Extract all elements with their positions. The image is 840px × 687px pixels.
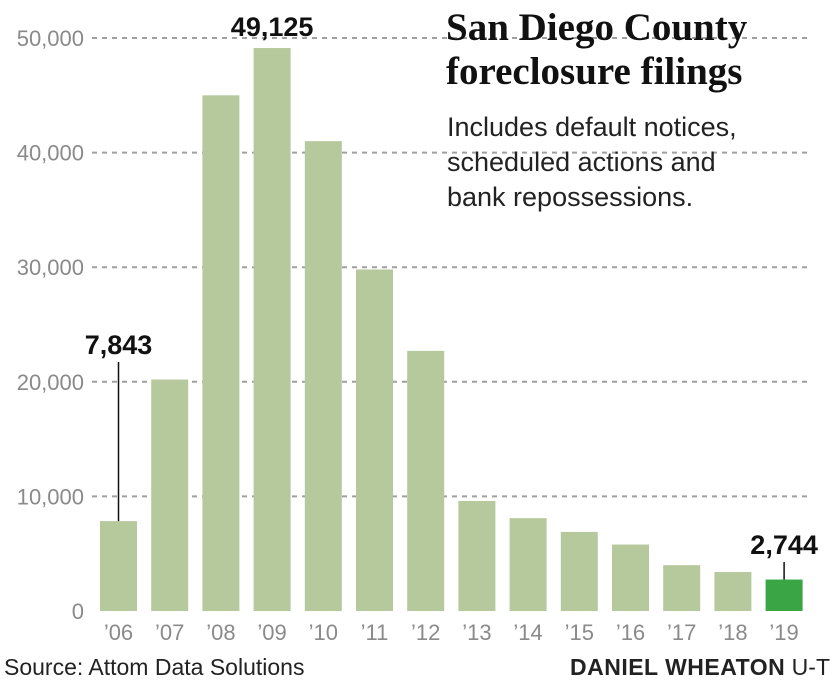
y-tick-label-0: 0 <box>72 599 84 624</box>
x-tick-label-09: ’09 <box>257 620 286 645</box>
bar-06 <box>100 521 137 611</box>
source-note: Source: Attom Data Solutions <box>4 654 305 680</box>
x-tick-label-14: ’14 <box>513 620 542 645</box>
data-labels: 7,843 49,125 2,744 <box>85 12 818 580</box>
chart-subtitle: Includes default notices, scheduled acti… <box>447 110 737 215</box>
bar-18 <box>714 572 752 611</box>
bar-12 <box>407 350 445 611</box>
credit: DANIEL WHEATON U-T <box>570 654 830 681</box>
data-label-09: 49,125 <box>231 12 314 42</box>
credit-org: U-T <box>785 654 830 680</box>
bar-19 <box>765 579 803 611</box>
x-tick-label-07: ’07 <box>155 620 184 645</box>
bars <box>100 48 803 612</box>
chart-title-line-2: foreclosure filings <box>446 50 743 93</box>
y-tick-label-20000: 20,000 <box>17 370 84 395</box>
x-tick-label-11: ’11 <box>361 620 389 645</box>
bar-15 <box>560 531 598 611</box>
bar-17 <box>663 565 701 611</box>
bar-10 <box>304 141 342 611</box>
data-label-19: 2,744 <box>750 530 818 560</box>
bar-09 <box>253 48 291 611</box>
x-tick-label-18: ’18 <box>718 620 747 645</box>
chart-subtitle-line-2: scheduled actions and <box>447 147 716 177</box>
x-tick-label-15: ’15 <box>565 620 594 645</box>
y-axis-ticks: 0 10,000 20,000 30,000 40,000 50,000 <box>17 26 84 624</box>
credit-name: DANIEL WHEATON <box>570 654 786 680</box>
y-tick-label-40000: 40,000 <box>17 141 84 166</box>
data-label-06: 7,843 <box>85 330 153 360</box>
x-tick-label-13: ’13 <box>462 620 491 645</box>
x-tick-label-06: ’06 <box>104 620 133 645</box>
bar-07 <box>151 379 189 611</box>
chart-subtitle-line-3: bank repossessions. <box>447 182 694 212</box>
y-tick-label-50000: 50,000 <box>17 26 84 51</box>
bar-16 <box>612 544 649 611</box>
gridlines <box>92 37 810 498</box>
x-tick-label-10: ’10 <box>309 620 338 645</box>
x-tick-label-17: ’17 <box>667 620 696 645</box>
bar-13 <box>458 500 496 611</box>
bar-14 <box>509 518 547 611</box>
y-tick-label-10000: 10,000 <box>17 484 84 509</box>
chart-title-line-1: San Diego County <box>446 6 748 49</box>
x-tick-label-16: ’16 <box>616 620 645 645</box>
y-tick-label-30000: 30,000 <box>17 255 84 280</box>
chart-title: San Diego County foreclosure filings <box>446 6 747 94</box>
x-axis-ticks: ’06 ’07 ’08 ’09 ’10 ’11 ’12 ’13 ’14 ’15 ’16 ’17 ’18 ’… <box>104 620 799 645</box>
x-tick-label-08: ’08 <box>206 620 235 645</box>
chart-subtitle-line-1: Includes default notices, <box>447 112 737 142</box>
bar-08 <box>202 95 240 612</box>
x-tick-label-19: ’19 <box>769 620 798 645</box>
x-tick-label-12: ’12 <box>411 620 440 645</box>
bar-11 <box>356 269 393 611</box>
